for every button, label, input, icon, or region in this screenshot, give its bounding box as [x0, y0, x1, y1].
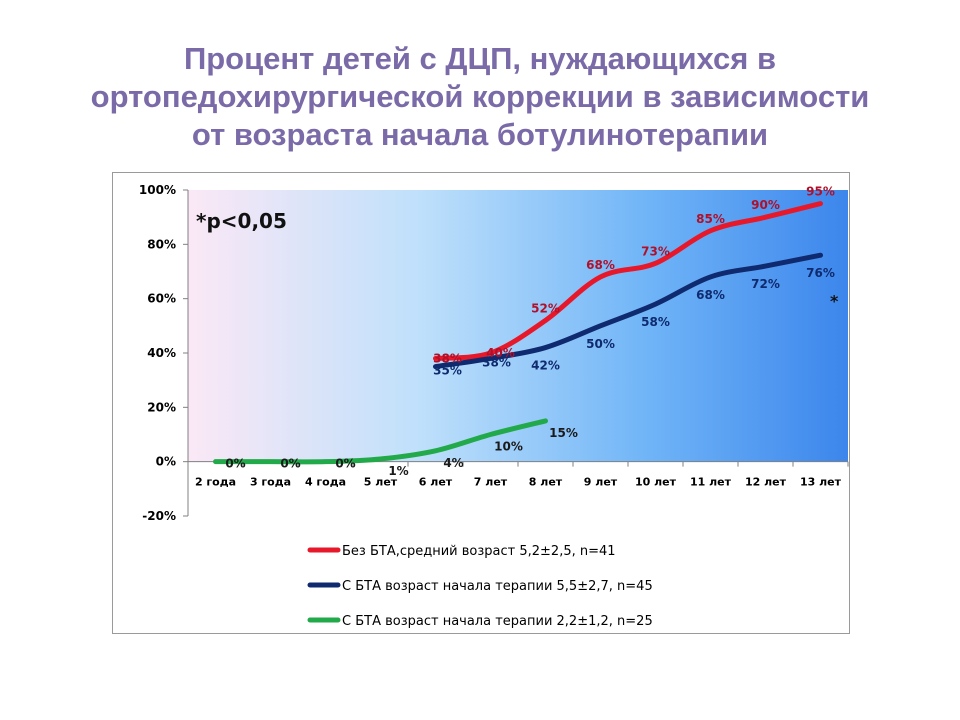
data-label: 0% — [280, 457, 300, 471]
series-line-2 — [433, 252, 823, 370]
data-label: 1% — [388, 464, 408, 478]
title-line-2: ортопедохирургической коррекции в зависи… — [90, 79, 870, 114]
x-tick-label: 10 лет — [635, 476, 677, 489]
y-tick-label: -20% — [142, 509, 176, 523]
y-tick-label: 60% — [147, 292, 176, 306]
data-label: 68% — [586, 258, 615, 272]
significance-star: * — [830, 292, 839, 311]
data-label: 35% — [433, 364, 462, 378]
x-tick-label: 7 лет — [474, 476, 508, 489]
y-tick-label: 0% — [156, 455, 176, 469]
data-label: 38% — [482, 355, 511, 369]
data-label: 0% — [335, 457, 355, 471]
data-label: 76% — [806, 266, 835, 280]
data-label: 15% — [549, 426, 578, 440]
x-tick-label: 9 лет — [584, 476, 618, 489]
y-tick-label: 100% — [139, 183, 176, 197]
data-label: 90% — [751, 198, 780, 212]
x-tick-label: 11 лет — [690, 476, 732, 489]
x-tick-label: 3 года — [250, 476, 291, 489]
y-tick-label: 40% — [147, 346, 176, 360]
x-tick-label: 5 лет — [364, 476, 398, 489]
data-label: 0% — [225, 457, 245, 471]
data-label: 95% — [806, 185, 835, 199]
y-tick-label: 20% — [147, 400, 176, 414]
legend-label-2: С БТА возраст начала терапии 5,5±2,7, n=… — [342, 579, 653, 594]
plot-area-negative — [188, 461, 848, 516]
significance-annotation: *p<0,05 — [196, 209, 287, 233]
data-label: 68% — [696, 288, 725, 302]
data-label: 38% — [433, 351, 462, 365]
y-tick-label: 80% — [147, 237, 176, 251]
title-line-1: Процент детей с ДЦП, нуждающихся в — [183, 41, 777, 76]
data-label: 42% — [531, 359, 560, 373]
data-label: 10% — [494, 440, 523, 454]
series-line-1 — [433, 201, 823, 361]
data-label: 40% — [486, 346, 515, 360]
data-label: 58% — [641, 315, 670, 329]
title-line-3: от возраста начала ботулинотерапии — [191, 117, 769, 152]
legend-label-1: Без БТА,средний возраст 5,2±2,5, n=41 — [342, 544, 616, 559]
data-label: 4% — [443, 456, 463, 470]
x-tick-label: 6 лет — [419, 476, 453, 489]
data-label: 50% — [586, 337, 615, 351]
x-tick-label: 12 лет — [745, 476, 787, 489]
data-label: 85% — [696, 212, 725, 226]
x-tick-label: 4 года — [305, 476, 346, 489]
legend-label-3: С БТА возраст начала терапии 2,2±1,2, n=… — [342, 614, 653, 629]
x-tick-label: 13 лет — [800, 476, 842, 489]
data-label: 72% — [751, 277, 780, 291]
data-label: 73% — [641, 244, 670, 258]
x-tick-label: 2 года — [195, 476, 236, 489]
chart-title: Процент детей с ДЦП, нуждающихся в ортоп… — [40, 40, 920, 154]
data-label: 52% — [531, 301, 560, 315]
x-tick-label: 8 лет — [529, 476, 563, 489]
